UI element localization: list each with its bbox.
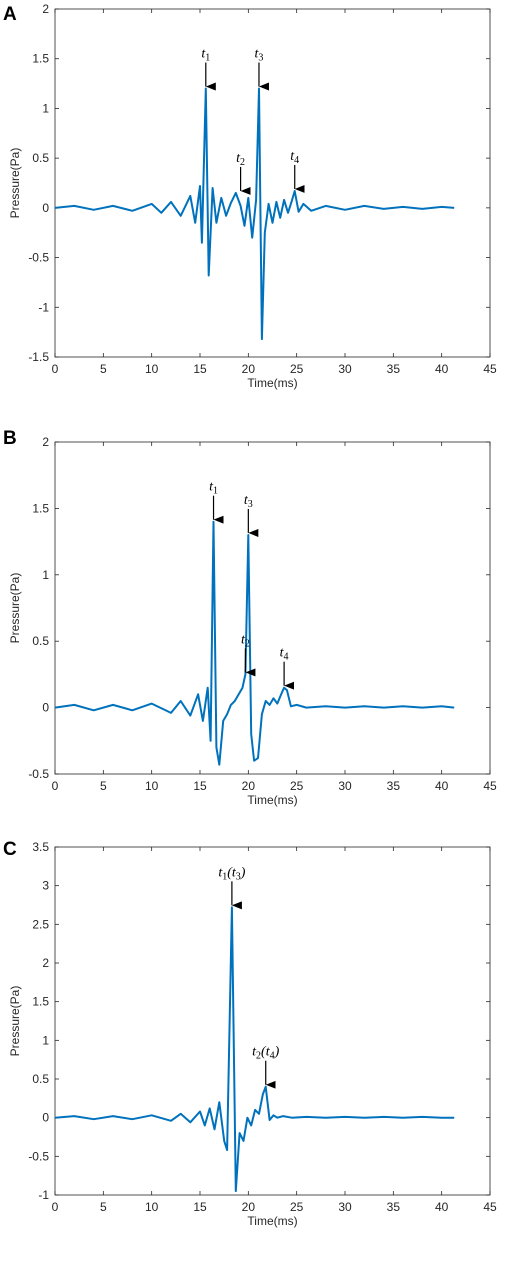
x-tick-label: 10 — [145, 362, 159, 376]
plot-frame — [54, 8, 491, 358]
y-tick-label: 1.5 — [32, 52, 49, 66]
x-tick-label: 15 — [193, 1200, 207, 1214]
x-tick-label: 40 — [435, 1200, 449, 1214]
x-tick-label: 0 — [52, 1200, 59, 1214]
plot-frame — [54, 846, 491, 1196]
y-tick-label: 2 — [42, 956, 49, 970]
pressure-line — [54, 87, 455, 341]
x-tick-label: 20 — [242, 362, 256, 376]
pressure-line — [54, 520, 455, 766]
x-tick-label: 45 — [483, 1200, 497, 1214]
x-tick-label: 15 — [193, 362, 207, 376]
x-tick-label: 30 — [338, 1200, 352, 1214]
y-tick-label: -0.5 — [28, 1149, 49, 1163]
y-axis-label: Pressure(Pa) — [8, 573, 22, 644]
y-tick-label: 1 — [42, 568, 49, 582]
x-tick-label: 10 — [145, 1200, 159, 1214]
y-tick-label: 2 — [42, 435, 49, 449]
x-axis-label: Time(ms) — [247, 376, 297, 390]
y-tick-label: 2.5 — [32, 917, 49, 931]
panel-letter: A — [3, 4, 17, 25]
x-tick-label: 40 — [435, 362, 449, 376]
x-tick-label: 25 — [290, 779, 304, 793]
plot-frame — [54, 441, 491, 775]
y-tick-label: 0.5 — [32, 634, 49, 648]
y-tick-label: -1.5 — [28, 350, 49, 364]
x-tick-label: 25 — [290, 362, 304, 376]
annotation-label: t3 — [255, 47, 264, 64]
y-tick-label: 0 — [42, 701, 49, 715]
y-tick-label: 0 — [42, 201, 49, 215]
y-axis-label: Pressure(Pa) — [8, 148, 22, 219]
x-axis-label: Time(ms) — [247, 793, 297, 807]
y-tick-label: -1 — [38, 1188, 49, 1202]
x-tick-label: 15 — [193, 779, 207, 793]
annotation-label: t1 — [209, 480, 218, 497]
x-tick-label: 10 — [145, 779, 159, 793]
y-tick-label: 0 — [42, 1111, 49, 1125]
y-axis-label: Pressure(Pa) — [8, 986, 22, 1057]
x-tick-label: 5 — [100, 779, 107, 793]
chart-panel-c: C 0 5 10 15 20 25 30 35 40 45 -1 -0.5 0 0.5 1 1.5 2 2.5 3 3.… — [3, 839, 497, 1228]
y-tick-label: 1.5 — [32, 995, 49, 1009]
y-tick-label: 3.5 — [32, 840, 49, 854]
annotation-label: t2 — [236, 151, 245, 168]
x-tick-label: 20 — [242, 779, 256, 793]
x-tick-label: 35 — [387, 362, 401, 376]
y-tick-label: 0.5 — [32, 151, 49, 165]
y-tick-label: 2 — [42, 2, 49, 16]
x-tick-label: 45 — [483, 362, 497, 376]
x-tick-label: 25 — [290, 1200, 304, 1214]
y-tick-label: 1 — [42, 101, 49, 115]
x-tick-label: 35 — [387, 779, 401, 793]
y-tick-label: -0.5 — [28, 767, 49, 781]
x-tick-label: 5 — [100, 1200, 107, 1214]
x-tick-label: 20 — [242, 1200, 256, 1214]
x-tick-label: 0 — [52, 779, 59, 793]
annotation-label: t2 — [241, 632, 250, 649]
chart-panel-a: A 0 5 10 15 20 25 30 35 40 45 -1.5 -1 -0.5 0 0.5 1 1.5 2 Ti… — [3, 2, 497, 390]
annotation-label: t1 — [201, 47, 210, 64]
y-tick-label: 1.5 — [32, 501, 49, 515]
x-tick-label: 30 — [338, 779, 352, 793]
x-tick-label: 0 — [52, 362, 59, 376]
chart-panel-b: B0 5 10 15 20 25 30 35 40 45-0.500.511.52Time(ms)… — [3, 428, 497, 807]
annotation-label: t4 — [290, 149, 299, 166]
annotation-label: t3 — [244, 493, 253, 510]
x-tick-label: 35 — [387, 1200, 401, 1214]
annotation-label: t2(t4) — [252, 1045, 279, 1062]
panel-letter: C — [3, 839, 17, 860]
y-tick-label: 3 — [42, 879, 49, 893]
panel-letter: B — [3, 428, 17, 449]
y-tick-label: -0.5 — [28, 251, 49, 265]
x-axis-label: Time(ms) — [247, 1214, 297, 1228]
y-tick-label: 0.5 — [32, 1072, 49, 1086]
y-tick-label: -1 — [38, 300, 49, 314]
annotation-label: t1(t3) — [218, 865, 245, 882]
x-tick-label: 40 — [435, 779, 449, 793]
x-tick-label: 5 — [100, 362, 107, 376]
y-tick-label: 1 — [42, 1033, 49, 1047]
x-tick-label: 45 — [483, 779, 497, 793]
x-tick-label: 30 — [338, 362, 352, 376]
annotation-label: t4 — [280, 646, 289, 663]
pressure-line — [54, 906, 455, 1193]
